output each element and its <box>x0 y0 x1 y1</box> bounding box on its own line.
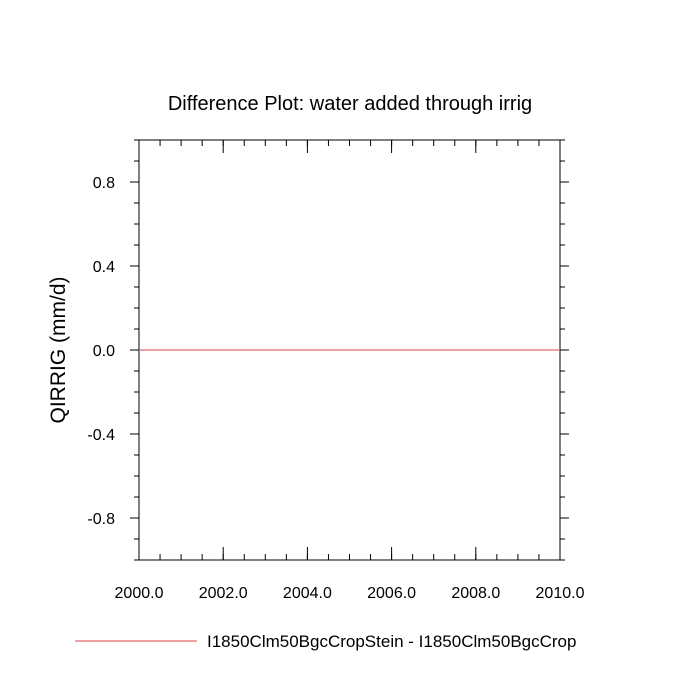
x-tick-label: 2006.0 <box>367 585 416 602</box>
x-tick-labels: 2000.0 2002.0 2004.0 2006.0 2008.0 2010.0 <box>115 585 585 602</box>
legend: I1850Clm50BgcCropStein - I1850Clm50BgcCr… <box>75 632 576 651</box>
legend-label: I1850Clm50BgcCropStein - I1850Clm50BgcCr… <box>207 632 576 651</box>
x-tick-label: 2004.0 <box>283 585 332 602</box>
y-tick-label: -0.8 <box>87 511 115 528</box>
y-tick-label: 0.8 <box>93 175 115 192</box>
x-tick-label: 2000.0 <box>115 585 164 602</box>
y-tick-label: 0.4 <box>93 259 115 276</box>
y-tick-label: 0.0 <box>93 343 115 360</box>
y-tick-label: -0.4 <box>87 427 115 444</box>
x-tick-label: 2002.0 <box>199 585 248 602</box>
x-tick-label: 2010.0 <box>536 585 585 602</box>
y-tick-labels: 0.8 0.4 0.0 -0.4 -0.8 <box>87 175 115 528</box>
major-ticks <box>130 140 569 560</box>
chart-title: Difference Plot: water added through irr… <box>168 93 532 115</box>
y-axis-label: QIRRIG (mm/d) <box>47 277 70 424</box>
x-tick-label: 2008.0 <box>451 585 500 602</box>
